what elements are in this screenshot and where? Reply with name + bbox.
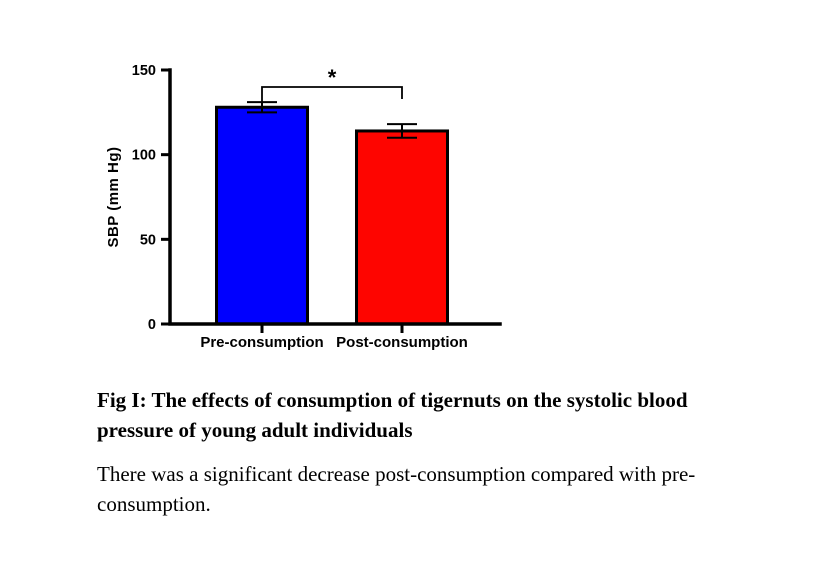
y-axis-tick-label: 0 (148, 317, 156, 333)
figure-caption-title: Fig I: The effects of consumption of tig… (97, 388, 688, 442)
y-axis-tick-label: 100 (132, 148, 156, 164)
y-axis-title: SBP (mm Hg) (105, 146, 122, 247)
y-axis-tick-label: 150 (132, 63, 156, 79)
bar-chart-svg: 0 50 100 150 Pre-consumption Post-consumption… (105, 63, 502, 351)
x-category-label: Post-consumption (336, 334, 468, 351)
figure-caption: Fig I: The effects of consumption of tig… (97, 385, 742, 519)
error-bar-1 (387, 123, 417, 139)
figure-caption-body: There was a significant decrease post-co… (97, 462, 696, 516)
bar-chart: 0 50 100 150 Pre-consumption Post-consumption… (100, 45, 530, 365)
bar-post-consumption (355, 129, 449, 326)
bar-pre-consumption (215, 105, 309, 326)
significance-bracket (261, 86, 403, 102)
significance-asterisk: * (328, 65, 337, 90)
x-category-label: Pre-consumption (200, 334, 323, 351)
y-axis-tick-label: 50 (140, 232, 156, 248)
error-bar-0 (247, 101, 277, 114)
